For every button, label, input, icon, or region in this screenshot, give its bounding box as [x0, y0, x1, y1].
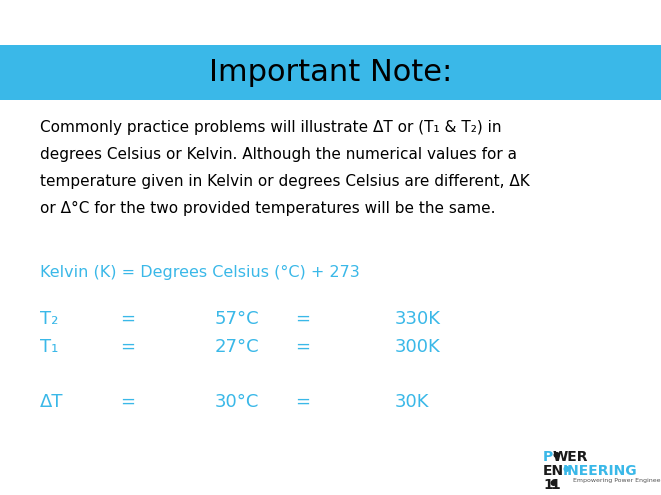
Text: temperature given in Kelvin or degrees Celsius are different, ΔK: temperature given in Kelvin or degrees C…: [40, 174, 529, 189]
Text: ●: ●: [550, 478, 557, 487]
Text: ●: ●: [553, 450, 561, 459]
Text: =: =: [120, 338, 135, 356]
Text: 30K: 30K: [395, 393, 430, 411]
Text: T₂: T₂: [40, 310, 58, 328]
Text: =: =: [295, 393, 310, 411]
Text: 330K: 330K: [395, 310, 441, 328]
Text: =: =: [120, 393, 135, 411]
Text: 1: 1: [543, 478, 553, 492]
Text: 300K: 300K: [395, 338, 441, 356]
Bar: [0, 45, 661, 100]
Text: =: =: [295, 338, 310, 356]
Text: 57°C: 57°C: [215, 310, 260, 328]
Text: 30°C: 30°C: [215, 393, 259, 411]
Text: degrees Celsius or Kelvin. Although the numerical values for a: degrees Celsius or Kelvin. Although the …: [40, 147, 517, 162]
Text: =: =: [120, 310, 135, 328]
Text: =: =: [295, 310, 310, 328]
Text: T₁: T₁: [40, 338, 58, 356]
Text: Commonly practice problems will illustrate ΔT or (T₁ & T₂) in: Commonly practice problems will illustra…: [40, 120, 502, 135]
Text: Empowering Power Engineers: Empowering Power Engineers: [573, 478, 661, 483]
Text: ●: ●: [563, 464, 570, 473]
Text: 1: 1: [550, 478, 560, 492]
Text: 27°C: 27°C: [215, 338, 260, 356]
Text: or Δ°C for the two provided temperatures will be the same.: or Δ°C for the two provided temperatures…: [40, 201, 496, 216]
Text: Important Note:: Important Note:: [209, 58, 452, 87]
Text: Kelvin (K) = Degrees Celsius (°C) + 273: Kelvin (K) = Degrees Celsius (°C) + 273: [40, 265, 360, 280]
Text: ΔT: ΔT: [40, 393, 63, 411]
Text: EN: EN: [543, 464, 564, 478]
Text: INEERING: INEERING: [563, 464, 638, 478]
Text: P: P: [543, 450, 553, 464]
Text: WER: WER: [553, 450, 588, 464]
